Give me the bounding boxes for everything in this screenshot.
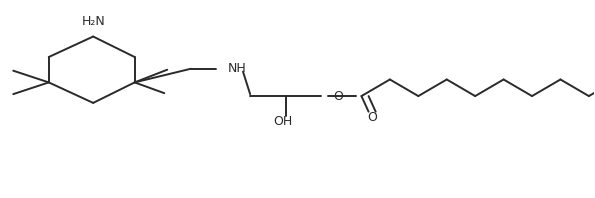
- Text: O: O: [367, 111, 377, 124]
- Text: H₂N: H₂N: [82, 15, 105, 28]
- Text: O: O: [333, 89, 343, 103]
- Text: NH: NH: [228, 62, 246, 75]
- Text: OH: OH: [273, 115, 292, 128]
